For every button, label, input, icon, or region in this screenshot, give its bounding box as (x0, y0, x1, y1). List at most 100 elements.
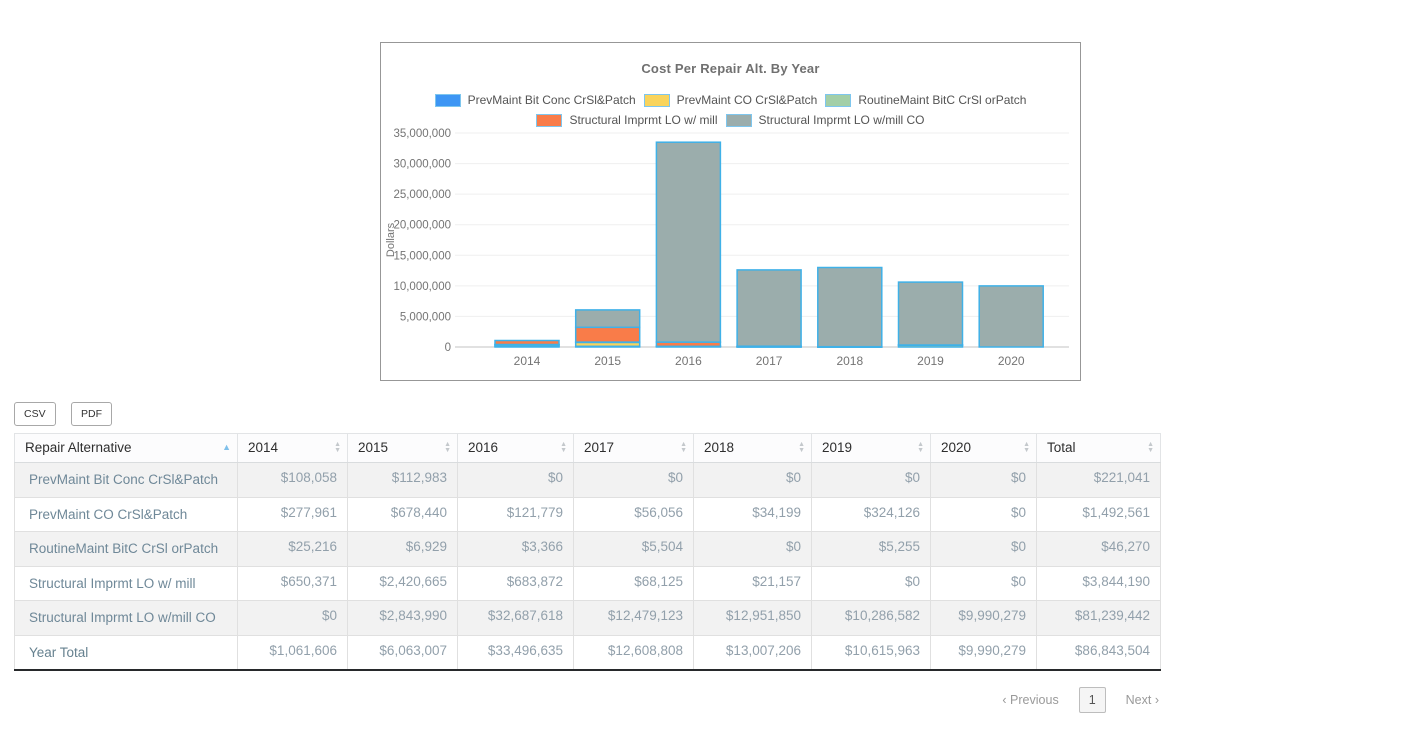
svg-text:2018: 2018 (836, 354, 863, 368)
cell-value: $0 (930, 462, 1037, 498)
svg-text:2019: 2019 (917, 354, 944, 368)
cell-value: $650,371 (237, 565, 348, 602)
column-header-2020[interactable]: 2020 ▲ ▼ (930, 433, 1037, 463)
column-header-label: Total (1047, 440, 1076, 455)
cell-value: $221,041 (1036, 462, 1161, 498)
sort-both-icon: ▲ ▼ (560, 441, 567, 454)
column-header-total[interactable]: Total ▲ ▼ (1036, 433, 1161, 463)
legend-label: PrevMaint Bit Conc CrSl&Patch (467, 93, 636, 107)
column-header-2019[interactable]: 2019 ▲ ▼ (811, 433, 931, 463)
column-header-label: 2016 (468, 440, 499, 455)
cost-chart-panel: Cost Per Repair Alt. By Year PrevMaint B… (380, 42, 1081, 381)
next-button[interactable]: Next › (1125, 693, 1159, 708)
svg-text:2017: 2017 (756, 354, 783, 368)
sort-both-icon: ▲ ▼ (917, 441, 924, 454)
chart-title: Cost Per Repair Alt. By Year (641, 61, 820, 76)
cell-value: $3,844,190 (1036, 565, 1161, 602)
cell-value: $121,779 (457, 496, 574, 533)
column-header-label: Repair Alternative (25, 440, 132, 455)
cell-value: $9,990,279 (930, 600, 1037, 636)
legend-label: Structural Imprmt LO w/ mill (569, 113, 718, 127)
cell-value: $6,929 (347, 531, 458, 567)
previous-button[interactable]: ‹ Previous (1002, 693, 1059, 708)
cell-value: $0 (930, 565, 1037, 602)
column-header-2016[interactable]: 2016 ▲ ▼ (457, 433, 574, 463)
row-label: Year Total (14, 634, 238, 671)
cell-value: $5,504 (573, 531, 694, 567)
svg-text:25,000,000: 25,000,000 (393, 189, 451, 201)
cell-value: $68,125 (573, 565, 694, 602)
cell-value: $10,615,963 (811, 634, 931, 671)
cell-value: $1,492,561 (1036, 496, 1161, 533)
csv-button[interactable]: CSV (14, 402, 56, 426)
svg-text:20,000,000: 20,000,000 (393, 220, 451, 232)
chart-legend: PrevMaint Bit Conc CrSl&Patch PrevMaint C… (381, 90, 1080, 130)
cell-value: $0 (457, 462, 574, 498)
cell-value: $13,007,206 (693, 634, 812, 671)
cell-value: $324,126 (811, 496, 931, 533)
cell-value: $0 (811, 462, 931, 498)
column-header-repair-alternative[interactable]: Repair Alternative ▲ (14, 433, 238, 463)
repair-cost-table-section: CSV PDF Repair Alternative ▲ 2014 ▲ ▼ 2015 ▲ ▼ 2… (14, 402, 1161, 714)
cell-value: $678,440 (347, 496, 458, 533)
sort-both-icon: ▲ ▼ (680, 441, 687, 454)
sort-both-icon: ▲ ▼ (334, 441, 341, 454)
column-header-label: 2019 (822, 440, 853, 455)
svg-text:35,000,000: 35,000,000 (393, 128, 451, 140)
column-header-label: 2020 (941, 440, 972, 455)
cell-value: $32,687,618 (457, 600, 574, 636)
svg-text:Dollars: Dollars (385, 222, 397, 257)
row-label: Structural Imprmt LO w/mill CO (14, 600, 238, 636)
stacked-bar-chart: 35,000,000 30,000,000 25,000,000 20,000,000… (385, 128, 1069, 368)
legend-label: RoutineMaint BitC CrSl orPatch (858, 93, 1027, 107)
cell-value: $34,199 (693, 496, 812, 533)
legend-label: PrevMaint CO CrSl&Patch (676, 93, 818, 107)
legend-row-1: PrevMaint Bit Conc CrSl&Patch PrevMaint C… (381, 90, 1080, 110)
column-header-2018[interactable]: 2018 ▲ ▼ (693, 433, 812, 463)
table-row: PrevMaint CO CrSl&Patch $277,961 $678,440 $… (14, 496, 1161, 533)
cell-value: $683,872 (457, 565, 574, 602)
svg-text:30,000,000: 30,000,000 (393, 159, 451, 171)
table-row: Structural Imprmt LO w/mill CO $0 $2,843,9… (14, 600, 1161, 636)
cell-value: $3,366 (457, 531, 574, 567)
table-row: RoutineMaint BitC CrSl orPatch $25,216 $6,… (14, 531, 1161, 567)
cell-value: $0 (573, 462, 694, 498)
cell-value: $5,255 (811, 531, 931, 567)
export-toolbar: CSV PDF (14, 402, 1160, 426)
column-header-2015[interactable]: 2015 ▲ ▼ (347, 433, 458, 463)
row-label: RoutineMaint BitC CrSl orPatch (14, 531, 238, 567)
svg-text:0: 0 (445, 342, 451, 354)
cell-value: $0 (811, 565, 931, 602)
legend-row-2: Structural Imprmt LO w/ mill Structural I… (381, 110, 1080, 130)
cell-value: $12,608,808 (573, 634, 694, 671)
legend-label: Structural Imprmt LO w/mill CO (758, 113, 925, 127)
legend-item: RoutineMaint BitC CrSl orPatch (825, 93, 1026, 107)
pdf-button[interactable]: PDF (71, 402, 113, 426)
cell-value: $0 (693, 462, 812, 498)
page-number-button[interactable]: 1 (1078, 687, 1106, 714)
legend-item: PrevMaint Bit Conc CrSl&Patch (434, 93, 636, 107)
legend-swatch-icon (536, 113, 563, 127)
cell-value: $12,479,123 (573, 600, 694, 636)
sort-both-icon: ▲ ▼ (444, 441, 451, 454)
cell-value: $81,239,442 (1036, 600, 1161, 636)
sort-ascending-icon: ▲ (222, 442, 231, 452)
legend-swatch-icon (725, 113, 752, 127)
column-header-2017[interactable]: 2017 ▲ ▼ (573, 433, 694, 463)
cell-value: $9,990,279 (930, 634, 1037, 671)
table-row: Structural Imprmt LO w/ mill $650,371 $2,4… (14, 565, 1161, 602)
sort-both-icon: ▲ ▼ (1023, 441, 1030, 454)
column-header-2014[interactable]: 2014 ▲ ▼ (237, 433, 348, 463)
svg-text:2014: 2014 (514, 354, 541, 368)
cell-value: $2,420,665 (347, 565, 458, 602)
cell-value: $12,951,850 (693, 600, 812, 636)
cell-value: $56,056 (573, 496, 694, 533)
cell-value: $108,058 (237, 462, 348, 498)
legend-item: Structural Imprmt LO w/ mill (536, 113, 718, 127)
table-row: PrevMaint Bit Conc CrSl&Patch $108,058 $11… (14, 462, 1161, 498)
column-header-label: 2014 (248, 440, 279, 455)
cell-value: $6,063,007 (347, 634, 458, 671)
table-header-row: Repair Alternative ▲ 2014 ▲ ▼ 2015 ▲ ▼ 2016 ▲ ▼ 201… (14, 433, 1161, 463)
sort-both-icon: ▲ ▼ (798, 441, 805, 454)
cell-value: $0 (693, 531, 812, 567)
